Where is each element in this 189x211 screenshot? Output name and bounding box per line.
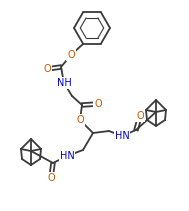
Text: HN: HN [115,131,129,141]
Text: O: O [47,173,55,183]
Text: NH: NH [57,78,71,88]
Text: O: O [43,64,51,74]
Text: O: O [94,99,102,109]
Text: O: O [67,50,75,60]
Text: HN: HN [60,151,74,161]
Text: O: O [136,111,144,121]
Text: O: O [76,115,84,125]
